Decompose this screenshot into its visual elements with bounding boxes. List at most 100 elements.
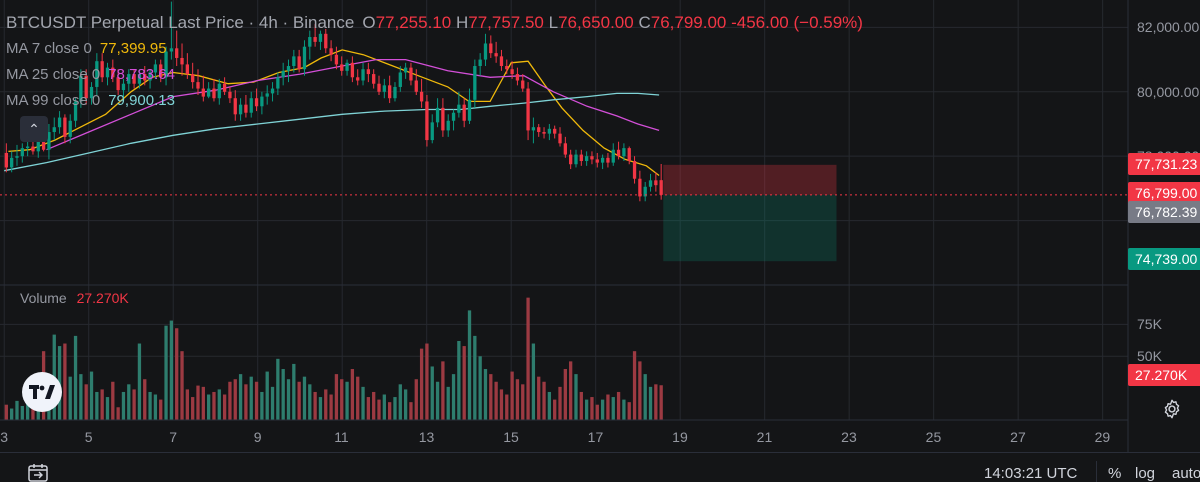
volume-bar: [260, 391, 264, 420]
time-tick-label: 5: [84, 429, 93, 445]
candle-body: [494, 53, 498, 57]
position-target-zone: [663, 194, 837, 262]
volume-bar: [425, 343, 429, 420]
date-range-icon[interactable]: [28, 463, 50, 482]
clock-time[interactable]: 14:03:21 UTC: [984, 465, 1078, 482]
candle-body: [63, 117, 67, 137]
candle-body: [382, 85, 386, 92]
low-value: 76,650.00: [558, 13, 634, 32]
volume-bar: [100, 389, 104, 420]
volume-bar: [584, 399, 589, 420]
volume-bar: [409, 402, 413, 420]
volume-bar: [153, 394, 158, 420]
candle-body: [473, 66, 477, 100]
volume-bar: [105, 397, 110, 420]
candle-body: [648, 180, 653, 187]
close-key: C: [638, 13, 651, 32]
volume-bar: [249, 376, 253, 420]
volume-bar: [510, 371, 514, 420]
moving-averages: [4, 49, 660, 177]
candle-body: [270, 88, 275, 94]
volume-bar: [4, 404, 8, 420]
candle-body: [393, 86, 397, 99]
volume-bar: [654, 384, 658, 420]
indicator-value: 78,783.64: [108, 66, 175, 83]
time-tick-label: 19: [672, 429, 688, 445]
volume-bar: [132, 389, 136, 420]
price-tag-stop: 77,731.23: [1128, 153, 1200, 175]
tradingview-logo-icon[interactable]: [22, 372, 62, 412]
price-tag-last: 76,799.00: [1128, 182, 1200, 204]
volume-bar: [265, 371, 269, 420]
volume-legend[interactable]: Volume 27.270K: [20, 290, 129, 306]
indicator-ma99[interactable]: MA 99 close 0 79,900.13: [6, 88, 863, 114]
volume-bar: [137, 343, 142, 420]
candle-body: [361, 69, 365, 81]
volume-bar: [10, 408, 14, 420]
candle-body: [622, 148, 626, 157]
settings-gear-icon[interactable]: [1161, 398, 1183, 420]
percent-scale-toggle[interactable]: %: [1108, 465, 1122, 482]
volume-bar: [164, 325, 168, 420]
candle-body: [457, 104, 461, 113]
candle-body: [111, 67, 115, 78]
candle-body: [446, 120, 450, 131]
volume-bar: [446, 386, 450, 420]
candle-body: [569, 154, 573, 165]
volume-bar: [616, 391, 621, 420]
volume-bar: [116, 407, 120, 420]
volume-bar: [558, 386, 562, 420]
candle-body: [318, 33, 323, 42]
volume-bar: [313, 391, 317, 420]
time-tick-label: 11: [334, 429, 349, 445]
volume-bar: [483, 369, 488, 420]
candle-body: [31, 146, 35, 152]
indicator-label: MA 99 close 0: [6, 92, 101, 109]
volume-bar: [222, 394, 227, 420]
indicator-ma7[interactable]: MA 7 close 0 77,399.95: [6, 36, 863, 62]
candle-body: [244, 104, 248, 113]
candle-body: [356, 77, 360, 81]
candle-body: [398, 72, 402, 87]
ma-line: [4, 92, 660, 172]
divider: [1096, 461, 1097, 482]
chevron-up-icon: ⌃: [28, 120, 40, 137]
candle-body: [201, 88, 205, 97]
ma-line: [8, 49, 660, 177]
auto-scale-toggle[interactable]: auto: [1172, 465, 1200, 482]
candle-body: [308, 37, 312, 47]
candle-body: [89, 86, 94, 99]
candle-body: [222, 83, 227, 92]
volume-bar: [329, 394, 333, 420]
candle-body: [409, 67, 413, 81]
volume-tag-last: 27.270K: [1128, 364, 1200, 386]
candle-body: [531, 127, 536, 131]
volume-bar: [350, 369, 355, 420]
volume-bar: [217, 389, 221, 420]
candle-body: [206, 88, 211, 97]
volume-bar: [638, 361, 642, 420]
volume-tick-label: 50K: [1137, 348, 1162, 365]
symbol-title[interactable]: BTCUSDT Perpetual Last Price · 4h · Bina…: [6, 13, 355, 32]
ohlc-values: O77,255.10 H77,757.50 L76,650.00 C76,799…: [362, 10, 863, 36]
indicator-ma25[interactable]: MA 25 close 0 78,783.64: [6, 62, 863, 88]
candle-body: [164, 51, 168, 78]
candle-body: [372, 74, 376, 84]
candle-body: [584, 156, 589, 162]
time-tick-label: 15: [503, 429, 519, 445]
candle-body: [553, 128, 557, 134]
candle-body: [627, 148, 631, 162]
log-scale-toggle[interactable]: log: [1135, 465, 1156, 482]
volume-bar: [79, 374, 83, 420]
position-stop-zone: [663, 164, 837, 195]
candle-body: [15, 156, 19, 158]
position-tool[interactable]: [663, 164, 837, 262]
legend-collapse-button[interactable]: ⌃: [20, 116, 48, 142]
candle-body: [281, 70, 285, 78]
volume-bar: [569, 361, 573, 420]
volume-bar: [111, 381, 115, 420]
high-value: 77,757.50: [468, 13, 544, 32]
candle-body: [137, 74, 142, 84]
ma-line: [46, 58, 660, 151]
